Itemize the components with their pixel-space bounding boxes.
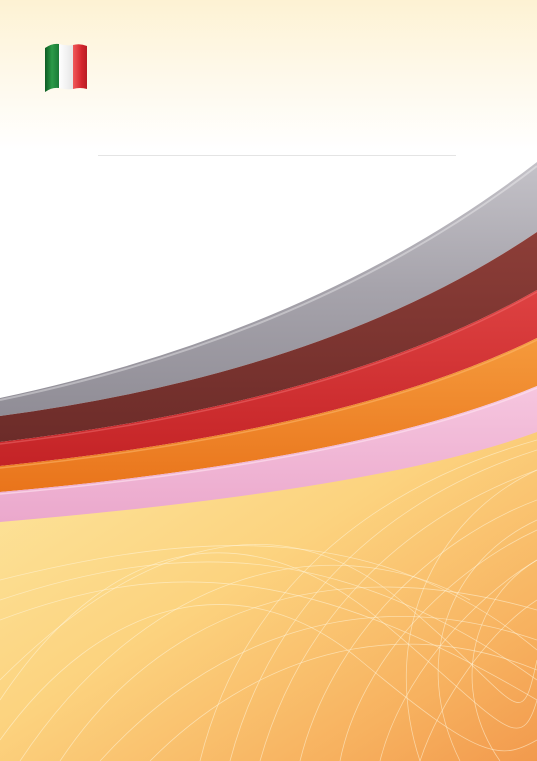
maroon-band — [0, 232, 537, 442]
pink-band — [0, 386, 537, 522]
header-background — [0, 0, 537, 150]
orange-band — [0, 338, 537, 492]
red-band — [0, 290, 537, 466]
italy-flag-icon — [45, 43, 87, 92]
title-divider — [98, 155, 456, 156]
gray-band — [0, 162, 537, 416]
wave-lines — [0, 439, 537, 761]
